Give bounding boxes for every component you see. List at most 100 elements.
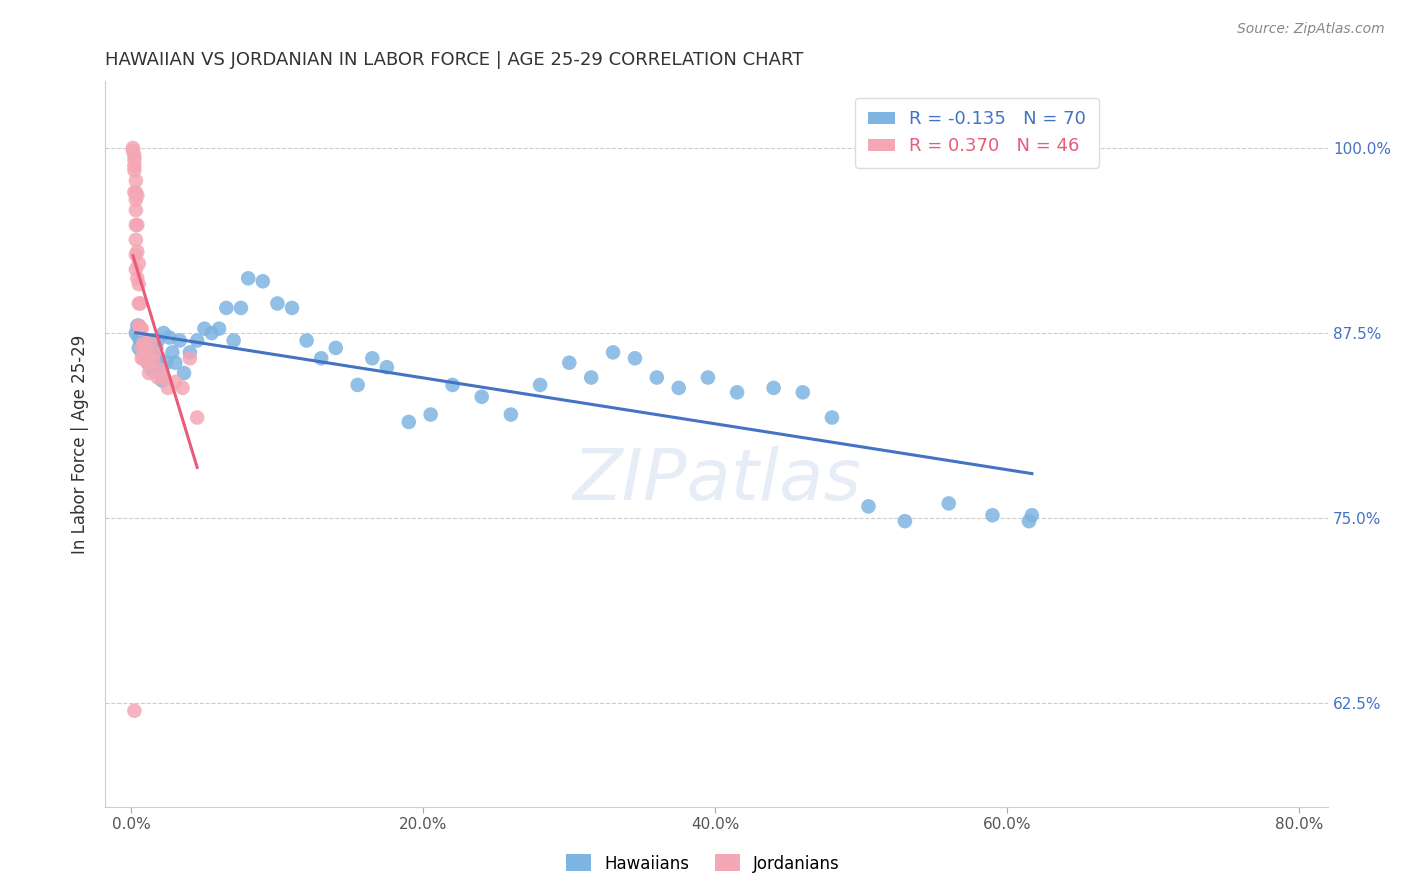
Legend: Hawaiians, Jordanians: Hawaiians, Jordanians <box>560 847 846 880</box>
Point <box>471 390 494 404</box>
Point <box>125 218 148 232</box>
Point <box>141 363 163 377</box>
Point <box>152 326 174 340</box>
Point <box>645 370 668 384</box>
Point <box>149 360 172 375</box>
Point <box>858 500 880 514</box>
Point <box>165 375 187 389</box>
Point <box>145 341 167 355</box>
Point <box>252 274 274 288</box>
Point <box>499 408 522 422</box>
Point <box>346 378 368 392</box>
Point <box>125 233 148 247</box>
Point <box>124 159 146 173</box>
Point <box>134 351 156 366</box>
Point <box>128 256 150 270</box>
Point <box>150 374 173 388</box>
Point <box>143 345 166 359</box>
Point <box>529 378 551 392</box>
Point <box>125 247 148 261</box>
Y-axis label: In Labor Force | Age 25-29: In Labor Force | Age 25-29 <box>72 334 89 554</box>
Point <box>122 141 145 155</box>
Point <box>138 348 160 362</box>
Point <box>148 351 170 366</box>
Point <box>128 318 150 333</box>
Point <box>129 296 152 310</box>
Point <box>146 334 169 348</box>
Point <box>266 296 288 310</box>
Point <box>124 704 146 718</box>
Point <box>325 341 347 355</box>
Point <box>132 336 155 351</box>
Point <box>135 345 157 359</box>
Point <box>125 186 148 200</box>
Point <box>624 351 647 366</box>
Point <box>125 326 148 340</box>
Point <box>238 271 260 285</box>
Point <box>156 381 179 395</box>
Point <box>146 370 169 384</box>
Point <box>127 318 149 333</box>
Point <box>821 410 844 425</box>
Point <box>128 296 150 310</box>
Point <box>281 301 304 315</box>
Point <box>894 514 917 528</box>
Point <box>124 153 146 167</box>
Point <box>149 363 172 377</box>
Point <box>131 345 153 359</box>
Point <box>125 193 148 207</box>
Point <box>696 370 718 384</box>
Point <box>128 318 150 333</box>
Point <box>186 334 208 348</box>
Legend: R = -0.135   N = 70, R = 0.370   N = 46: R = -0.135 N = 70, R = 0.370 N = 46 <box>855 97 1099 168</box>
Point <box>129 334 152 348</box>
Point <box>129 321 152 335</box>
Point <box>125 173 148 187</box>
Point <box>375 360 398 375</box>
Point <box>186 410 208 425</box>
Point <box>762 381 785 395</box>
Point <box>131 321 153 335</box>
Point <box>173 366 195 380</box>
Point <box>142 354 165 368</box>
Point <box>215 301 238 315</box>
Point <box>124 186 146 200</box>
Point <box>398 415 420 429</box>
Point <box>152 370 174 384</box>
Point <box>124 163 146 178</box>
Point <box>419 408 441 422</box>
Point <box>155 356 177 370</box>
Point <box>127 244 149 259</box>
Point <box>127 218 149 232</box>
Point <box>1018 514 1040 528</box>
Point <box>222 334 245 348</box>
Point <box>162 345 184 359</box>
Point <box>602 345 624 359</box>
Point <box>361 351 384 366</box>
Point <box>179 345 201 359</box>
Point <box>128 330 150 344</box>
Point <box>165 356 187 370</box>
Point <box>136 356 159 370</box>
Point <box>792 385 814 400</box>
Point <box>134 348 156 362</box>
Point <box>132 351 155 366</box>
Text: HAWAIIAN VS JORDANIAN IN LABOR FORCE | AGE 25-29 CORRELATION CHART: HAWAIIAN VS JORDANIAN IN LABOR FORCE | A… <box>105 51 804 69</box>
Point <box>122 144 145 158</box>
Point <box>124 148 146 162</box>
Point <box>309 351 332 366</box>
Point <box>1021 508 1043 523</box>
Point <box>725 385 748 400</box>
Point <box>229 301 252 315</box>
Point <box>441 378 464 392</box>
Point <box>579 370 602 384</box>
Point <box>127 188 149 202</box>
Point <box>139 334 162 348</box>
Point <box>558 356 581 370</box>
Point <box>132 341 155 355</box>
Text: ZIPatlas: ZIPatlas <box>572 446 862 515</box>
Point <box>172 381 194 395</box>
Point <box>135 345 157 359</box>
Point <box>169 334 191 348</box>
Point <box>142 334 165 348</box>
